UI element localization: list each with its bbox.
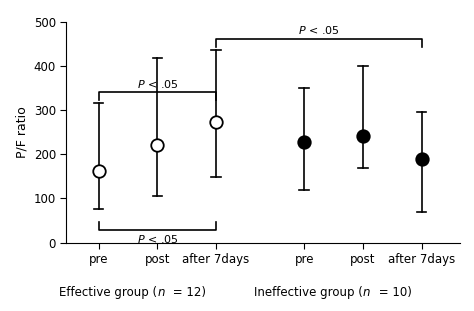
Text: $P$ < .05: $P$ < .05	[137, 78, 178, 90]
Y-axis label: P/F ratio: P/F ratio	[15, 106, 28, 158]
Text: $P$ < .05: $P$ < .05	[298, 24, 340, 36]
Text: = 10): = 10)	[375, 285, 411, 299]
Text: = 12): = 12)	[169, 285, 206, 299]
Text: n: n	[157, 285, 165, 299]
Text: n: n	[363, 285, 370, 299]
Text: Effective group (: Effective group (	[59, 285, 157, 299]
Text: Ineffective group (: Ineffective group (	[254, 285, 363, 299]
Text: $P$ < .05: $P$ < .05	[137, 233, 178, 245]
